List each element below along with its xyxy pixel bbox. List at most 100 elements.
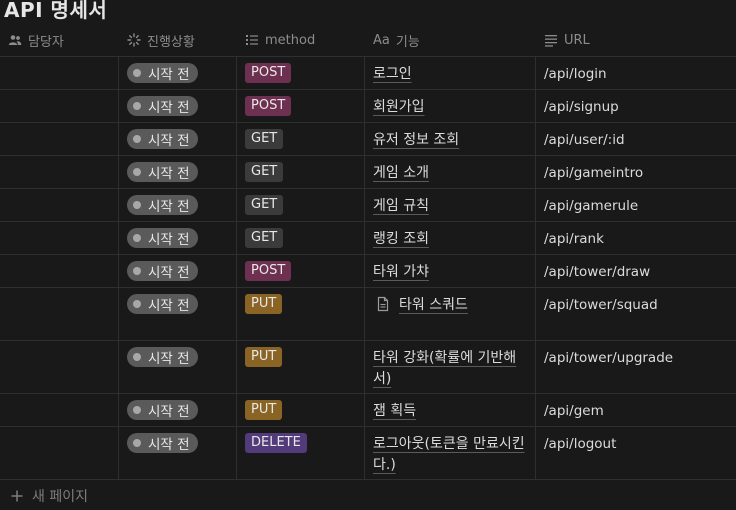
method-cell[interactable]: POST: [237, 90, 365, 122]
table-row[interactable]: 시작 전 GET 유저 정보 조회/api/user/:id: [0, 123, 736, 156]
feature-title-link[interactable]: 로그아웃(토큰을 만료시킨다.): [373, 436, 525, 473]
method-tag[interactable]: PUT: [245, 347, 283, 367]
url-cell[interactable]: /api/signup: [536, 90, 736, 122]
feature-title-link[interactable]: 타워 스쿼드: [399, 297, 468, 313]
table-row[interactable]: 시작 전 DELETE 로그아웃(토큰을 만료시킨다.) /api/logout: [0, 427, 736, 480]
url-cell[interactable]: /api/login: [536, 57, 736, 89]
feature-title-link[interactable]: 타워 강화(확률에 기반해서): [373, 350, 517, 387]
status-cell[interactable]: 시작 전: [119, 341, 237, 393]
url-cell[interactable]: /api/user/:id: [536, 123, 736, 155]
status-badge[interactable]: 시작 전: [127, 433, 198, 453]
feature-cell[interactable]: 랭킹 조회: [365, 222, 536, 254]
status-cell[interactable]: 시작 전: [119, 222, 237, 254]
status-cell[interactable]: 시작 전: [119, 123, 237, 155]
status-badge[interactable]: 시작 전: [127, 96, 198, 116]
status-badge[interactable]: 시작 전: [127, 63, 198, 83]
status-badge[interactable]: 시작 전: [127, 228, 198, 248]
column-header-method[interactable]: method: [237, 24, 365, 56]
feature-title-link[interactable]: 유저 정보 조회: [373, 132, 460, 148]
status-cell[interactable]: 시작 전: [119, 57, 237, 89]
status-badge[interactable]: 시작 전: [127, 347, 198, 367]
assignee-cell[interactable]: [0, 427, 119, 479]
feature-title-link[interactable]: 게임 규칙: [373, 198, 429, 214]
status-cell[interactable]: 시작 전: [119, 427, 237, 479]
status-badge[interactable]: 시작 전: [127, 129, 198, 149]
status-cell[interactable]: 시작 전: [119, 394, 237, 426]
status-badge[interactable]: 시작 전: [127, 261, 198, 281]
url-cell[interactable]: /api/logout: [536, 427, 736, 479]
status-cell[interactable]: 시작 전: [119, 255, 237, 287]
feature-cell[interactable]: 게임 규칙: [365, 189, 536, 221]
assignee-cell[interactable]: [0, 123, 119, 155]
url-cell[interactable]: /api/gem: [536, 394, 736, 426]
method-tag[interactable]: POST: [245, 63, 292, 83]
feature-title-link[interactable]: 잼 획득: [373, 403, 417, 419]
assignee-cell[interactable]: [0, 255, 119, 287]
feature-title-link[interactable]: 타워 가챠: [373, 264, 429, 280]
method-tag[interactable]: GET: [245, 195, 284, 215]
table-row[interactable]: 시작 전 POST 회원가입/api/signup: [0, 90, 736, 123]
feature-cell[interactable]: 회원가입: [365, 90, 536, 122]
method-cell[interactable]: PUT: [237, 394, 365, 426]
method-cell[interactable]: GET: [237, 222, 365, 254]
feature-cell[interactable]: 유저 정보 조회: [365, 123, 536, 155]
assignee-cell[interactable]: [0, 222, 119, 254]
assignee-cell[interactable]: [0, 57, 119, 89]
table-row[interactable]: 시작 전 GET 랭킹 조회/api/rank: [0, 222, 736, 255]
assignee-cell[interactable]: [0, 394, 119, 426]
table-row[interactable]: 시작 전 PUT 잼 획득/api/gem: [0, 394, 736, 427]
feature-title-link[interactable]: 랭킹 조회: [373, 231, 429, 247]
table-row[interactable]: 시작 전 GET 게임 소개/api/gameintro: [0, 156, 736, 189]
table-row[interactable]: 시작 전 POST 타워 가챠/api/tower/draw: [0, 255, 736, 288]
status-cell[interactable]: 시작 전: [119, 189, 237, 221]
url-cell[interactable]: /api/tower/squad: [536, 288, 736, 340]
method-tag[interactable]: GET: [245, 162, 284, 182]
method-cell[interactable]: POST: [237, 255, 365, 287]
assignee-cell[interactable]: [0, 341, 119, 393]
feature-cell[interactable]: 잼 획득: [365, 394, 536, 426]
status-cell[interactable]: 시작 전: [119, 288, 237, 340]
url-cell[interactable]: /api/gamerule: [536, 189, 736, 221]
table-row[interactable]: 시작 전 PUT 타워 스쿼드/api/tower/squad: [0, 288, 736, 341]
method-tag[interactable]: PUT: [245, 400, 283, 420]
feature-cell[interactable]: 타워 강화(확률에 기반해서): [365, 341, 536, 393]
column-header-status[interactable]: 진행상황: [119, 24, 237, 56]
feature-title-link[interactable]: 로그인: [373, 66, 412, 82]
method-tag[interactable]: DELETE: [245, 433, 307, 453]
column-header-url[interactable]: URL: [536, 24, 736, 56]
status-cell[interactable]: 시작 전: [119, 90, 237, 122]
feature-title-link[interactable]: 회원가입: [373, 99, 425, 115]
method-tag[interactable]: GET: [245, 129, 284, 149]
method-cell[interactable]: GET: [237, 156, 365, 188]
feature-title-link[interactable]: 게임 소개: [373, 165, 429, 181]
assignee-cell[interactable]: [0, 90, 119, 122]
method-tag[interactable]: POST: [245, 261, 292, 281]
status-badge[interactable]: 시작 전: [127, 294, 198, 314]
url-cell[interactable]: /api/gameintro: [536, 156, 736, 188]
feature-cell[interactable]: 로그인: [365, 57, 536, 89]
status-badge[interactable]: 시작 전: [127, 162, 198, 182]
method-tag[interactable]: GET: [245, 228, 284, 248]
url-cell[interactable]: /api/rank: [536, 222, 736, 254]
method-cell[interactable]: GET: [237, 189, 365, 221]
assignee-cell[interactable]: [0, 189, 119, 221]
status-cell[interactable]: 시작 전: [119, 156, 237, 188]
method-cell[interactable]: GET: [237, 123, 365, 155]
method-tag[interactable]: PUT: [245, 294, 283, 314]
status-badge[interactable]: 시작 전: [127, 195, 198, 215]
new-page-button[interactable]: 새 페이지: [10, 486, 88, 506]
table-row[interactable]: 시작 전 PUT 타워 강화(확률에 기반해서) /api/tower/upgrade: [0, 341, 736, 394]
assignee-cell[interactable]: [0, 156, 119, 188]
url-cell[interactable]: /api/tower/upgrade: [536, 341, 736, 393]
status-badge[interactable]: 시작 전: [127, 400, 198, 420]
feature-cell[interactable]: 로그아웃(토큰을 만료시킨다.): [365, 427, 536, 479]
method-tag[interactable]: POST: [245, 96, 292, 116]
feature-cell[interactable]: 타워 스쿼드: [365, 288, 536, 340]
feature-cell[interactable]: 게임 소개: [365, 156, 536, 188]
assignee-cell[interactable]: [0, 288, 119, 340]
table-row[interactable]: 시작 전 POST 로그인/api/login: [0, 57, 736, 90]
method-cell[interactable]: POST: [237, 57, 365, 89]
method-cell[interactable]: PUT: [237, 341, 365, 393]
method-cell[interactable]: PUT: [237, 288, 365, 340]
feature-cell[interactable]: 타워 가챠: [365, 255, 536, 287]
